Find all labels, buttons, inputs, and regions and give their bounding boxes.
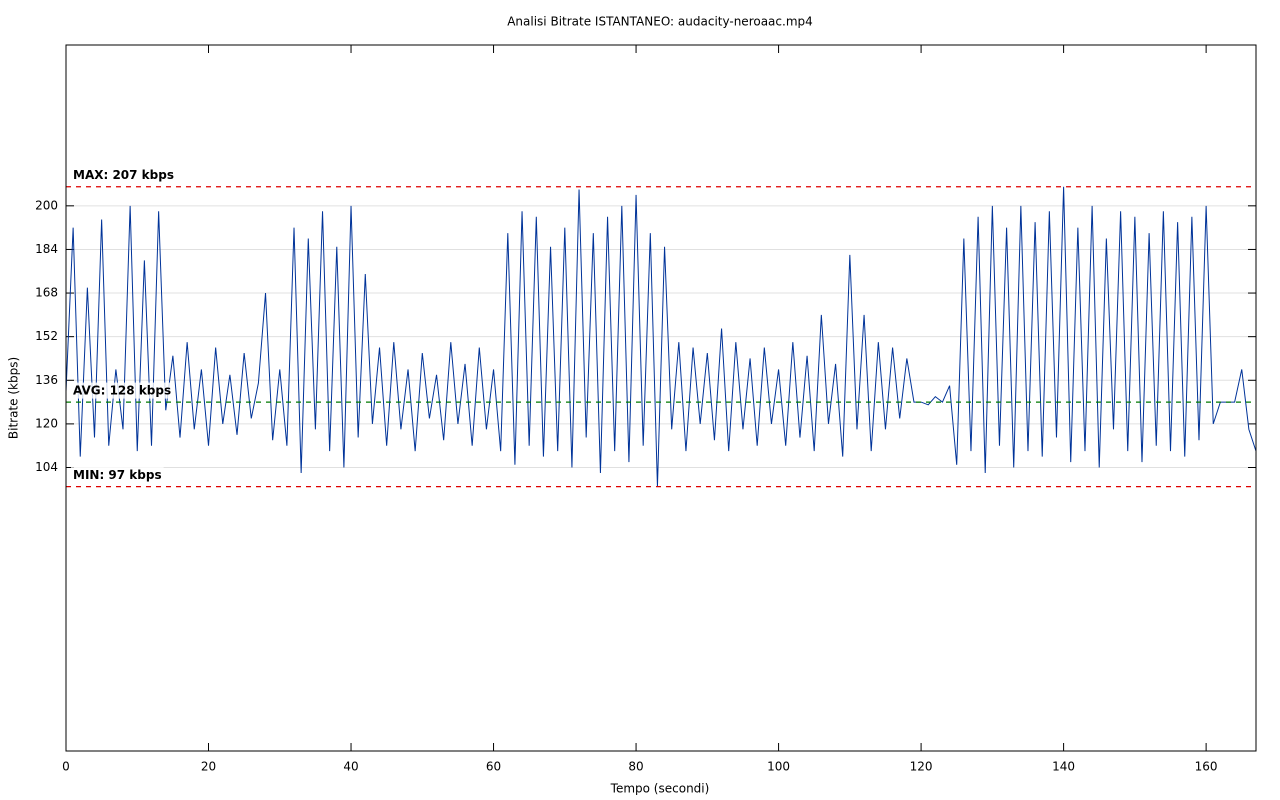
y-tick-label: 184: [35, 242, 58, 256]
x-tick-label: 20: [201, 760, 216, 774]
y-tick-label: 168: [35, 286, 58, 300]
reference-label-bg: [71, 382, 174, 399]
reference-label: MAX: 207 kbps: [73, 168, 174, 182]
x-tick-label: 120: [910, 760, 933, 774]
x-tick-label: 0: [62, 760, 70, 774]
y-tick-label: 104: [35, 460, 58, 474]
reference-label-bg: [71, 467, 164, 484]
y-axis-label: Bitrate (kbps): [7, 357, 21, 439]
x-tick-label: 100: [767, 760, 790, 774]
data-line: [65, 186, 1257, 487]
x-tick-label: 40: [343, 760, 358, 774]
plot-frame: [65, 44, 1257, 752]
y-tick-label: 152: [35, 329, 58, 343]
reference-label: MIN: 97 kbps: [73, 468, 162, 482]
x-axis-label: Tempo (secondi): [610, 782, 710, 796]
y-tick-label: 136: [35, 373, 58, 387]
reference-label: AVG: 128 kbps: [73, 384, 171, 398]
y-tick-label: 200: [35, 198, 58, 212]
x-tick-label: 140: [1052, 760, 1075, 774]
x-tick-label: 160: [1195, 760, 1218, 774]
x-tick-label: 80: [628, 760, 643, 774]
reference-label-bg: [71, 167, 176, 184]
x-tick-label: 60: [486, 760, 501, 774]
y-tick-label: 120: [35, 416, 58, 430]
chart-title: Analisi Bitrate ISTANTANEO: audacity-ner…: [507, 15, 813, 29]
